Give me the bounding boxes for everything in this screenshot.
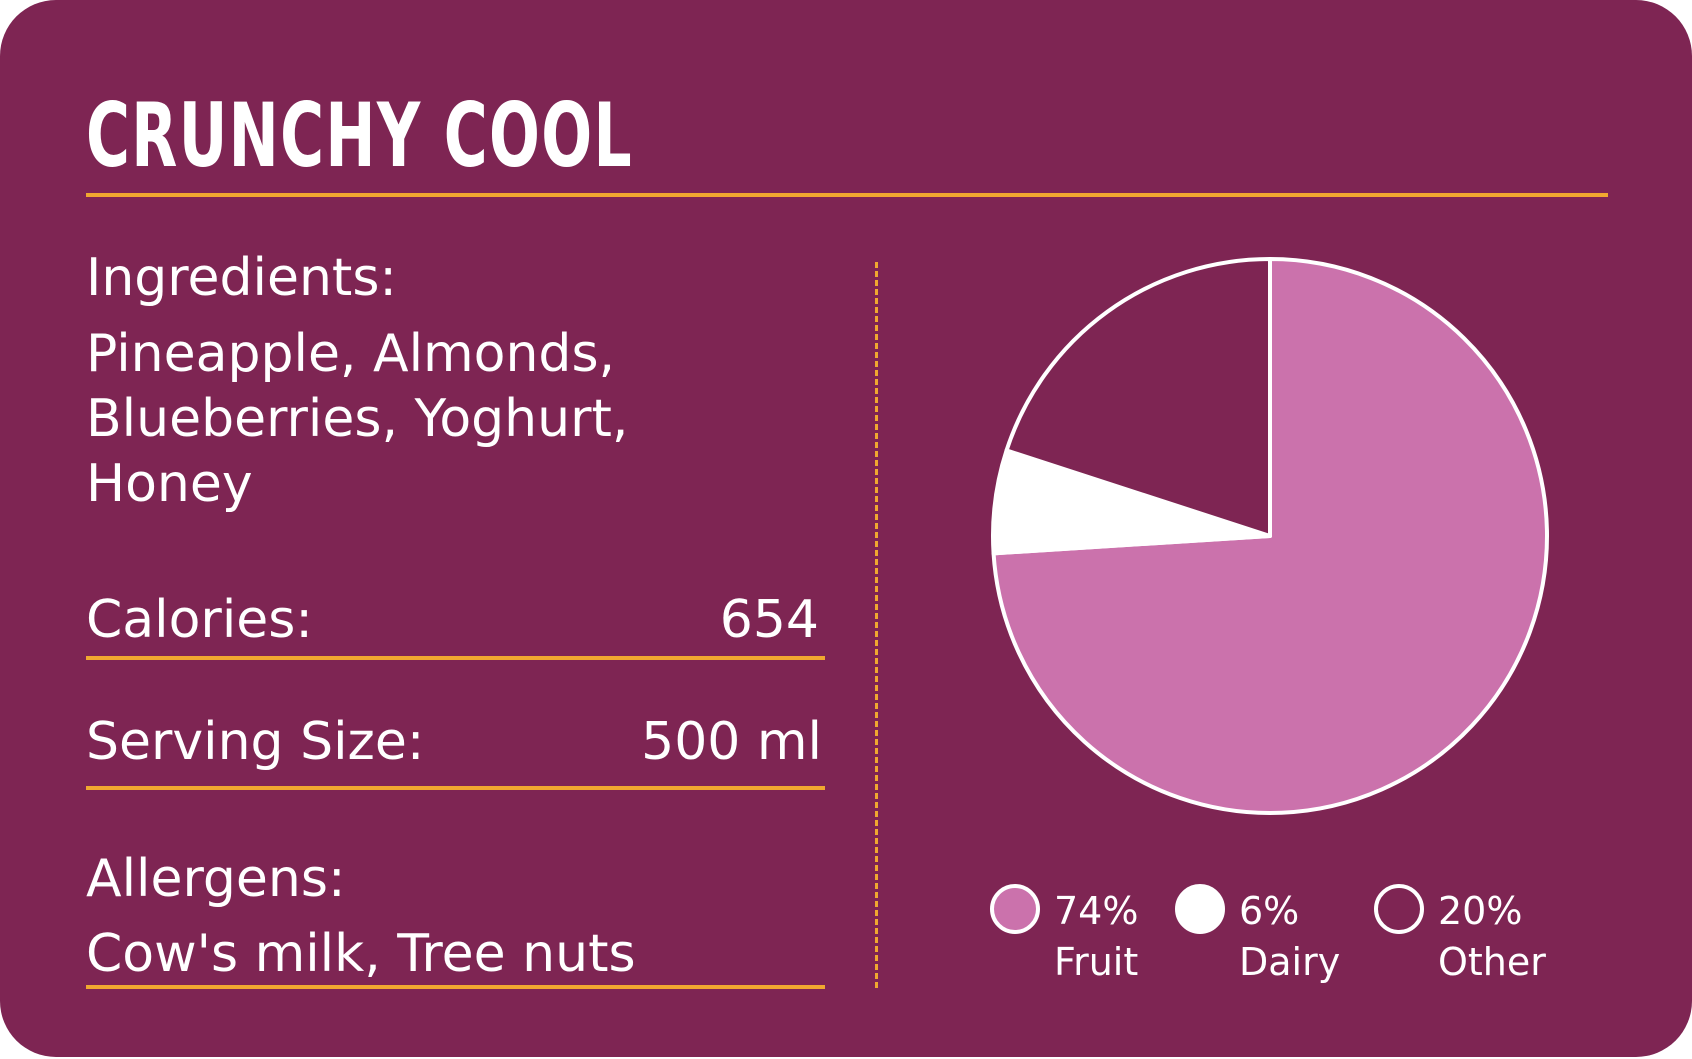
title-divider — [86, 193, 1608, 197]
legend-label-fruit: Fruit — [1054, 940, 1139, 984]
allergens-value: Cow's milk, Tree nuts — [86, 924, 636, 984]
serving-divider — [86, 786, 825, 790]
ingredients-line: Honey — [86, 454, 253, 514]
column-divider — [875, 262, 878, 988]
ingredients-label: Ingredients: — [86, 248, 397, 308]
legend-percent-fruit: 74% — [1054, 889, 1139, 933]
pie-slice-other — [1004, 257, 1272, 538]
legend-percent-dairy: 6% — [1239, 889, 1300, 933]
serving-size-value: 500 ml — [641, 712, 822, 772]
calories-divider — [86, 656, 825, 660]
calories-value: 654 — [719, 590, 819, 650]
ingredients-line: Blueberries, Yoghurt, — [86, 389, 629, 449]
legend-swatch-dairy — [1175, 884, 1225, 934]
legend-percent-other: 20% — [1438, 889, 1523, 933]
legend-swatch-other — [1374, 884, 1424, 934]
ingredients-line: Pineapple, Almonds, — [86, 324, 616, 384]
legend-label-dairy: Dairy — [1239, 940, 1341, 984]
allergens-divider — [86, 985, 825, 989]
allergens-label: Allergens: — [86, 849, 346, 909]
legend-swatch-fruit — [990, 884, 1040, 934]
legend-label-other: Other — [1438, 940, 1546, 984]
product-title: CRUNCHY COOL — [86, 84, 633, 187]
calories-label: Calories: — [86, 590, 313, 650]
serving-size-label: Serving Size: — [86, 712, 425, 772]
